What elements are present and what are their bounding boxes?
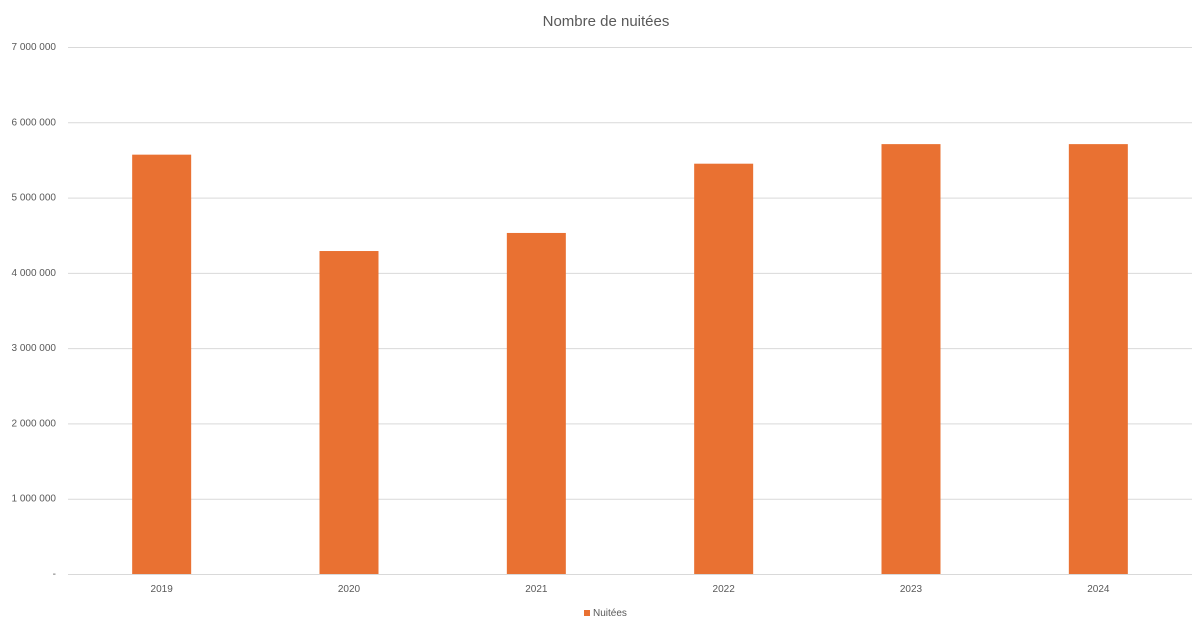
x-axis-tick-labels: 2019 2020 2021 2022 2023 2024 [151,584,1110,595]
y-tick-label: 3 000 000 [12,343,57,354]
y-tick-label: 1 000 000 [12,494,57,505]
bar-2019 [132,154,192,574]
y-tick-label: 5 000 000 [12,193,57,204]
bar-2022 [694,163,754,574]
legend-swatch [584,610,590,616]
bar-2023 [881,144,941,574]
x-tick-label: 2024 [1087,584,1110,595]
chart-title: Nombre de nuitées [543,13,670,30]
legend-label: Nuitées [593,608,627,617]
bars [132,144,1128,574]
x-tick-label: 2022 [713,584,736,595]
x-tick-label: 2019 [151,584,174,595]
bar-2021 [506,232,566,574]
bar-2020 [319,251,379,574]
y-axis-tick-labels: - 1 000 000 2 000 000 3 000 000 4 000 000 5 0… [12,42,57,580]
gridlines [68,47,1192,575]
y-tick-label: 4 000 000 [12,268,57,279]
x-tick-label: 2020 [338,584,361,595]
y-tick-label: - [53,569,56,580]
legend: Nuitées [584,608,627,617]
x-tick-label: 2023 [900,584,923,595]
y-tick-label: 2 000 000 [12,418,57,429]
bar-2024 [1068,144,1128,574]
y-tick-label: 7 000 000 [12,42,57,53]
x-tick-label: 2021 [525,584,548,595]
y-tick-label: 6 000 000 [12,117,57,128]
